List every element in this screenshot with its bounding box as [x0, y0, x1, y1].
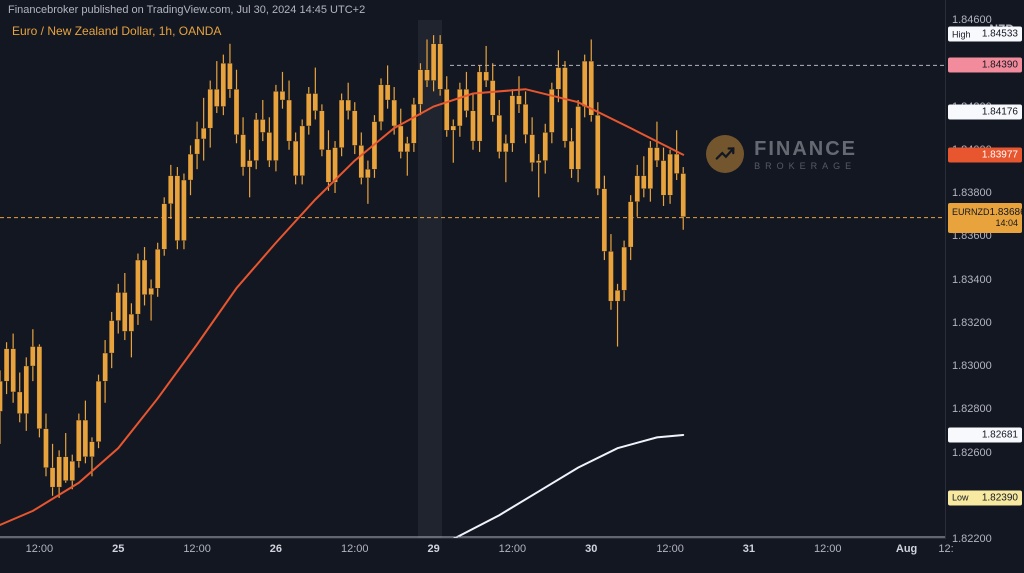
price-axis[interactable]: NZD 1.846001.844001.842001.840001.838001…: [945, 0, 1024, 573]
watermark-line2: BROKERAGE: [754, 161, 857, 171]
price-tick: 1.83800: [952, 187, 992, 199]
publish-info: Financebroker published on TradingView.c…: [8, 4, 365, 16]
time-axis[interactable]: 12:00 25 12:00 26 12:00 29 12:00 30 12:00 31 12:00…: [0, 538, 946, 573]
price-tick: 1.84600: [952, 14, 992, 26]
time-tick: 26: [270, 543, 282, 555]
price-label-white2: 1.82681: [948, 427, 1022, 442]
watermark-line1: FINANCE: [754, 138, 857, 161]
time-tick: 12:00: [814, 543, 842, 555]
time-tick: Aug: [896, 543, 917, 555]
time-tick: 12:: [938, 543, 953, 555]
time-tick: 12:00: [656, 543, 684, 555]
price-label-res: 1.84390: [948, 58, 1022, 73]
price-tick: 1.82200: [952, 533, 992, 545]
time-tick: 12:00: [499, 543, 527, 555]
price-tick: 1.83200: [952, 317, 992, 329]
chart-area[interactable]: FINANCE BROKERAGE: [0, 20, 946, 539]
price-tick: 1.82600: [952, 447, 992, 459]
watermark: FINANCE BROKERAGE: [706, 135, 857, 173]
price-tick: 1.83400: [952, 274, 992, 286]
time-tick: 12:00: [183, 543, 211, 555]
time-tick: 12:00: [26, 543, 54, 555]
time-tick: 29: [427, 543, 439, 555]
price-label-white: 1.84176: [948, 104, 1022, 119]
price-tick: 1.83000: [952, 360, 992, 372]
time-tick: 25: [112, 543, 124, 555]
time-tick: 31: [743, 543, 755, 555]
price-label-high: High1.84533: [948, 27, 1022, 42]
time-tick: 30: [585, 543, 597, 555]
watermark-logo-icon: [706, 135, 744, 173]
price-label-low: Low1.82390: [948, 490, 1022, 505]
price-label-last: EURNZD1.8368614:04: [948, 203, 1022, 233]
time-tick: 12:00: [341, 543, 369, 555]
price-label-ma: 1.83977: [948, 147, 1022, 162]
chart-canvas: [0, 20, 946, 539]
price-tick: 1.82800: [952, 403, 992, 415]
